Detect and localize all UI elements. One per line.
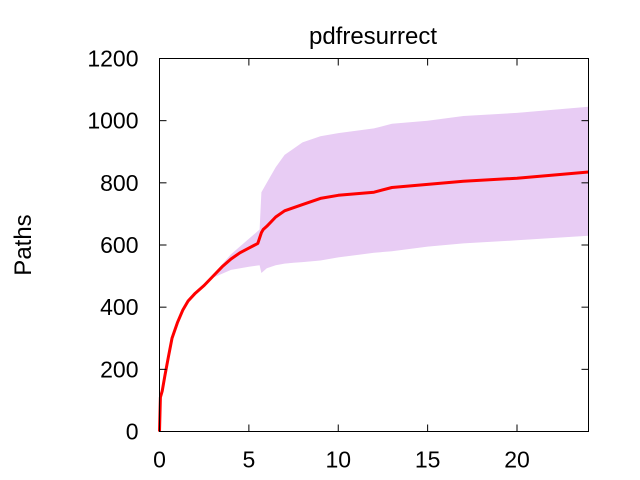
y-tick-label-5: 1000: [87, 108, 138, 134]
chart-title: pdfresurrect: [309, 23, 437, 50]
confidence-band: [159, 106, 589, 432]
y-tick-label-0: 0: [126, 419, 139, 445]
x-tick-label-3: 15: [415, 447, 441, 473]
y-tick-label-3: 600: [100, 232, 138, 258]
y-tick-label-4: 800: [100, 170, 138, 196]
tick-layer: [159, 58, 589, 432]
series-line-0: [158, 170, 589, 432]
x-tick-label-2: 10: [325, 447, 351, 473]
y-tick-label-6: 1200: [87, 46, 138, 72]
y-tick-label-2: 400: [100, 294, 138, 320]
x-tick-label-4: 20: [504, 447, 530, 473]
y-tick-label-1: 200: [100, 356, 138, 382]
x-tick-label-0: 0: [153, 447, 166, 473]
series-line-layer: [158, 170, 589, 432]
y-axis-title: Paths: [10, 214, 37, 275]
confidence-band-layer: [159, 106, 589, 432]
x-tick-label-1: 5: [242, 447, 255, 473]
